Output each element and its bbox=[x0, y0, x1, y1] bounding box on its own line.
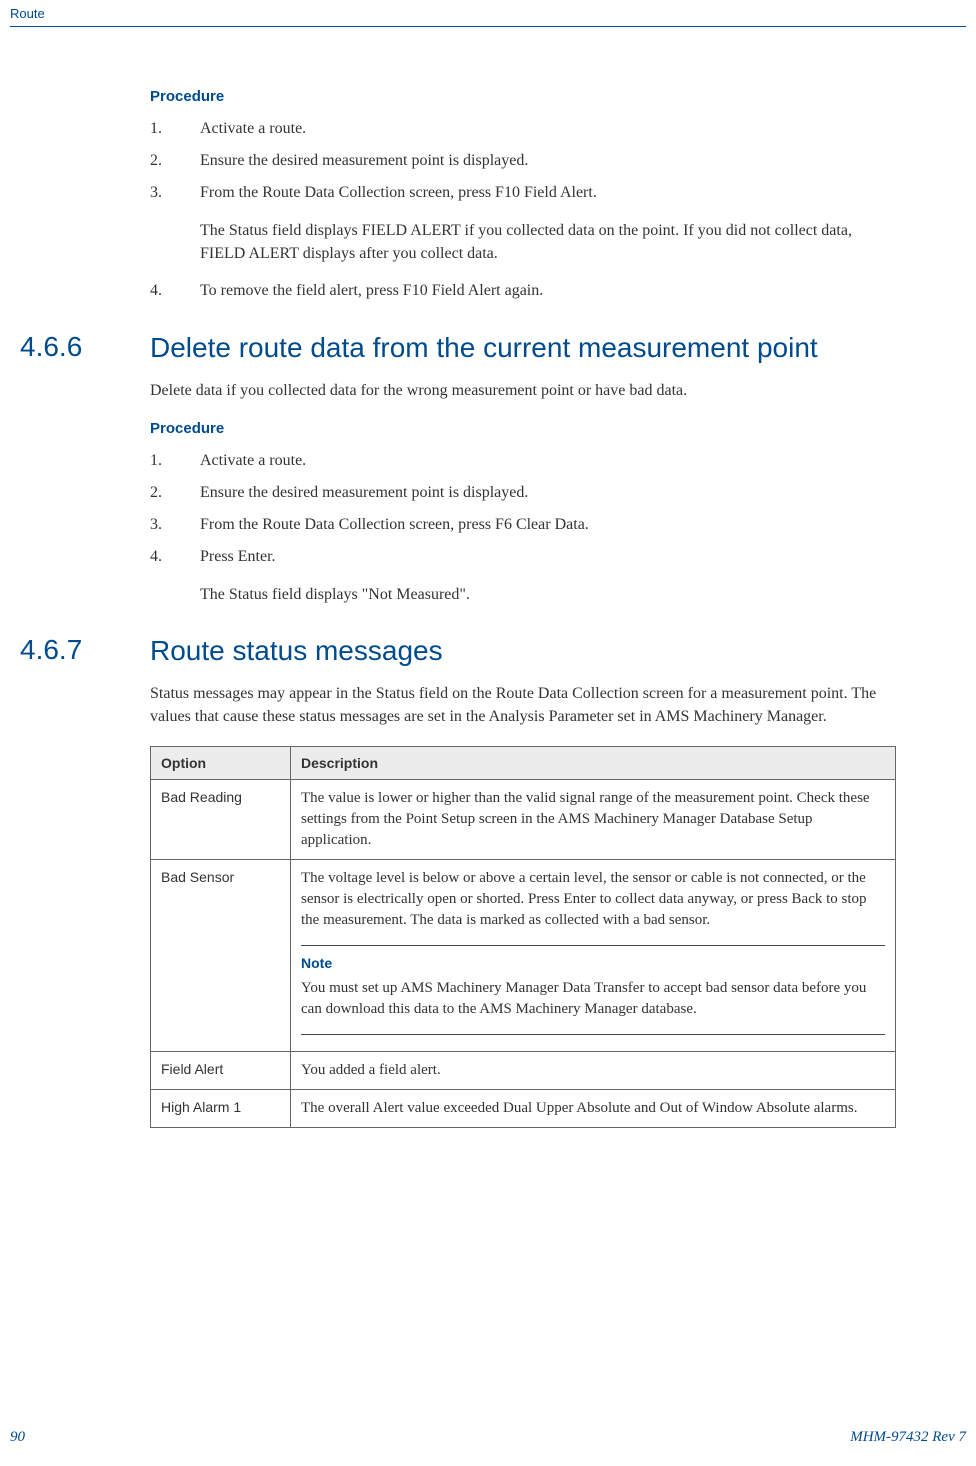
section-number: 4.6.7 bbox=[20, 634, 82, 666]
procedure-list-2: Activate a route. Ensure the desired mea… bbox=[150, 449, 896, 569]
page-footer: 90 MHM-97432 Rev 7 bbox=[10, 1429, 966, 1446]
page-number: 90 bbox=[10, 1429, 25, 1446]
section-intro: Status messages may appear in the Status… bbox=[150, 682, 896, 728]
description-cell: You added a field alert. bbox=[291, 1051, 896, 1089]
option-cell: Bad Reading bbox=[151, 780, 291, 860]
document-id: MHM-97432 Rev 7 bbox=[850, 1429, 966, 1446]
step-result-text: The Status field displays "Not Measured"… bbox=[200, 583, 896, 606]
note-text: You must set up AMS Machinery Manager Da… bbox=[301, 978, 885, 1020]
section-title: Route status messages bbox=[150, 634, 896, 668]
list-item: Press Enter. bbox=[150, 545, 896, 569]
step-result-text: The Status field displays FIELD ALERT if… bbox=[200, 219, 896, 265]
section-procedure-top: Procedure Activate a route. Ensure the d… bbox=[150, 88, 896, 303]
procedure-list-1b: To remove the field alert, press F10 Fie… bbox=[150, 279, 896, 303]
option-cell: Bad Sensor bbox=[151, 860, 291, 1052]
procedure-heading: Procedure bbox=[150, 88, 896, 105]
table-header-option: Option bbox=[151, 747, 291, 780]
table-row: Field Alert You added a field alert. bbox=[151, 1051, 896, 1089]
section-intro: Delete data if you collected data for th… bbox=[150, 379, 896, 402]
section-number: 4.6.6 bbox=[20, 331, 82, 363]
list-item: From the Route Data Collection screen, p… bbox=[150, 513, 896, 537]
table-header-description: Description bbox=[291, 747, 896, 780]
list-item: Activate a route. bbox=[150, 117, 896, 141]
header-rule bbox=[10, 26, 966, 27]
table-row: Bad Sensor The voltage level is below or… bbox=[151, 860, 896, 1052]
procedure-list-1: Activate a route. Ensure the desired mea… bbox=[150, 117, 896, 205]
section-title: Delete route data from the current measu… bbox=[150, 331, 896, 365]
procedure-heading: Procedure bbox=[150, 420, 896, 437]
option-cell: High Alarm 1 bbox=[151, 1089, 291, 1127]
status-messages-table: Option Description Bad Reading The value… bbox=[150, 746, 896, 1128]
list-item: Ensure the desired measurement point is … bbox=[150, 481, 896, 505]
table-header-row: Option Description bbox=[151, 747, 896, 780]
note-rule-bottom bbox=[301, 1034, 885, 1035]
list-item: To remove the field alert, press F10 Fie… bbox=[150, 279, 896, 303]
note-rule-top bbox=[301, 945, 885, 946]
page-content: Procedure Activate a route. Ensure the d… bbox=[150, 70, 896, 1128]
description-cell: The value is lower or higher than the va… bbox=[291, 780, 896, 860]
list-item: From the Route Data Collection screen, p… bbox=[150, 181, 896, 205]
note-label: Note bbox=[301, 954, 885, 974]
table-row: High Alarm 1 The overall Alert value exc… bbox=[151, 1089, 896, 1127]
description-text: The voltage level is below or above a ce… bbox=[301, 868, 885, 931]
header-section-label: Route bbox=[10, 6, 45, 21]
list-item: Activate a route. bbox=[150, 449, 896, 473]
table-row: Bad Reading The value is lower or higher… bbox=[151, 780, 896, 860]
section-466: 4.6.6 Delete route data from the current… bbox=[150, 331, 896, 606]
description-cell: The overall Alert value exceeded Dual Up… bbox=[291, 1089, 896, 1127]
option-cell: Field Alert bbox=[151, 1051, 291, 1089]
list-item: Ensure the desired measurement point is … bbox=[150, 149, 896, 173]
section-467: 4.6.7 Route status messages Status messa… bbox=[150, 634, 896, 1128]
description-cell: The voltage level is below or above a ce… bbox=[291, 860, 896, 1052]
